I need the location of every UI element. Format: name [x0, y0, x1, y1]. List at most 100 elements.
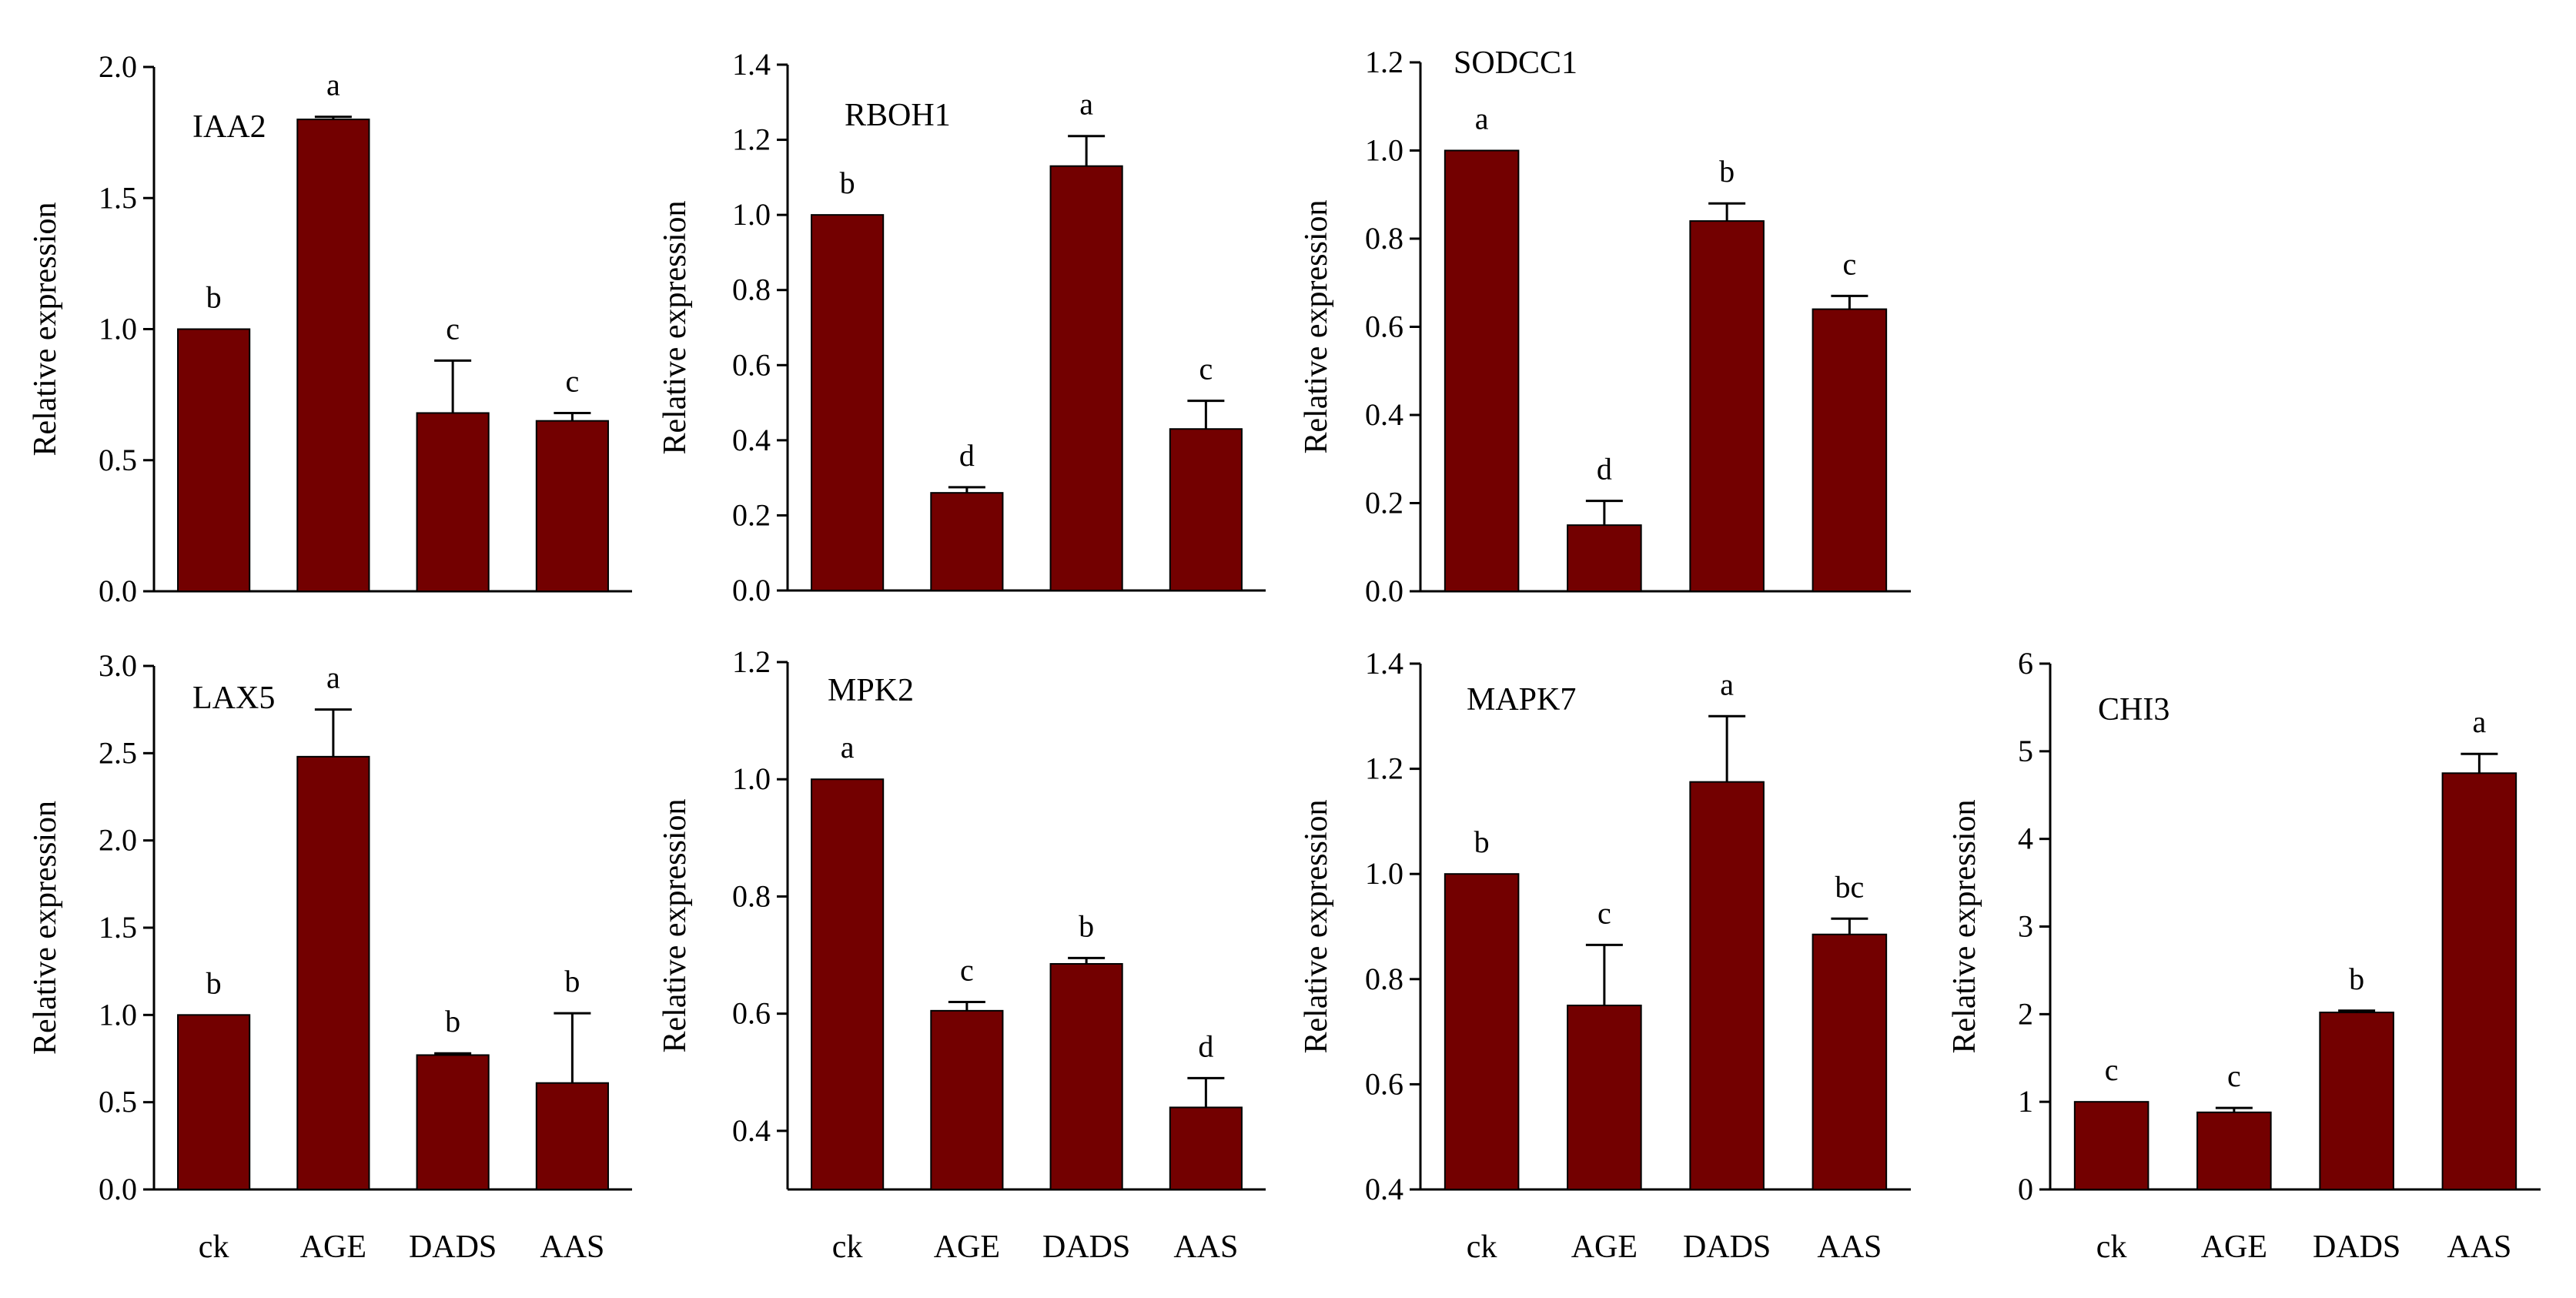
- chart-title: RBOH1: [845, 98, 951, 133]
- x-category-label: AGE: [934, 1229, 1000, 1265]
- chart-title: MAPK7: [1467, 682, 1576, 718]
- significance-label: c: [1199, 352, 1213, 386]
- significance-label: b: [564, 964, 580, 999]
- y-tick-label: 0.0: [99, 1172, 137, 1206]
- x-category-label: DADS: [1042, 1229, 1130, 1265]
- y-tick-label: 0.2: [732, 497, 771, 532]
- significance-label: bc: [1835, 869, 1864, 904]
- x-category-label: AGE: [1571, 1229, 1638, 1265]
- significance-label: a: [326, 68, 340, 102]
- bar-dads: [1689, 781, 1765, 1190]
- chart-title: SODCC1: [1454, 45, 1577, 81]
- y-tick-label: 2.5: [99, 735, 137, 770]
- x-category-label: DADS: [409, 1229, 497, 1265]
- significance-label: c: [960, 952, 974, 987]
- bar-ck: [177, 1014, 251, 1191]
- significance-label: c: [2105, 1052, 2119, 1087]
- y-tick-label: 1.5: [99, 910, 137, 945]
- significance-label: b: [1474, 825, 1490, 859]
- x-category-label: AGE: [300, 1229, 366, 1265]
- y-tick-label: 0.8: [732, 273, 771, 307]
- significance-label: d: [959, 438, 975, 473]
- significance-label: b: [1079, 908, 1094, 943]
- y-tick-label: 1.2: [732, 122, 771, 157]
- y-axis-label: Relative expression: [657, 200, 693, 454]
- chart-panel-mapk7: 0.4 0.6 0.8 1.0 1.2 1.4 Relative expression MAP…: [1299, 646, 1911, 1265]
- y-tick-label: 0.0: [1365, 574, 1403, 608]
- y-axis-label: Relative expression: [28, 801, 63, 1055]
- significance-label: c: [565, 363, 579, 398]
- y-tick-label: 0.4: [732, 1113, 771, 1148]
- chart-panel-sodcc1: 0.0 0.2 0.4 0.6 0.8 1.0 1.2 Relative expression…: [1299, 45, 1911, 608]
- chart-title: IAA2: [192, 109, 266, 145]
- significance-label: c: [1597, 895, 1611, 930]
- significance-label: a: [1079, 87, 1093, 122]
- y-tick-label: 0: [2018, 1172, 2033, 1206]
- bar-ck: [811, 778, 885, 1190]
- significance-label: a: [2472, 704, 2486, 739]
- bar-ck: [1444, 873, 1520, 1190]
- y-tick-label: 0.4: [1365, 397, 1403, 432]
- x-category-label: ck: [1467, 1229, 1497, 1265]
- bar-aas: [2441, 772, 2517, 1190]
- y-tick-label: 1.0: [99, 997, 137, 1032]
- bar-age: [930, 1009, 1004, 1190]
- y-tick-label: 1.5: [99, 180, 137, 215]
- bar-aas: [1812, 308, 1888, 592]
- bar-ck: [177, 328, 251, 592]
- chart-panel-lax5: 0.0 0.5 1.0 1.5 2.0 2.5 3.0 Relative expression…: [28, 648, 632, 1265]
- y-tick-label: 1.0: [1365, 856, 1403, 891]
- significance-label: a: [841, 730, 855, 764]
- y-tick-label: 1: [2018, 1084, 2033, 1119]
- chart-title: MPK2: [828, 673, 914, 708]
- x-category-label: AAS: [540, 1229, 604, 1265]
- bar-ck: [1444, 149, 1520, 592]
- y-tick-label: 0.8: [1365, 221, 1403, 256]
- y-tick-label: 1.2: [1365, 751, 1403, 786]
- bar-dads: [2319, 1012, 2394, 1190]
- chart-title: LAX5: [192, 681, 275, 716]
- bar-dads: [416, 412, 490, 593]
- y-tick-label: 0.6: [1365, 1066, 1403, 1101]
- y-tick-label: 1.0: [732, 197, 771, 232]
- y-tick-label: 0.8: [732, 878, 771, 913]
- bar-aas: [1169, 1106, 1243, 1191]
- x-category-label: ck: [199, 1229, 229, 1265]
- bar-aas: [535, 420, 609, 592]
- x-category-label: ck: [832, 1229, 863, 1265]
- y-tick-label: 0.8: [1365, 962, 1403, 996]
- y-tick-label: 1.4: [732, 47, 771, 82]
- bar-age: [296, 119, 370, 593]
- y-axis-label: Relative expression: [28, 202, 63, 456]
- significance-label: b: [2349, 962, 2364, 996]
- x-category-label: AAS: [2447, 1229, 2511, 1265]
- y-tick-label: 6: [2018, 646, 2033, 681]
- y-tick-label: 2: [2018, 996, 2033, 1031]
- y-tick-label: 3: [2018, 909, 2033, 944]
- bar-age: [296, 755, 370, 1190]
- x-category-label: AGE: [2201, 1229, 2267, 1265]
- y-axis-label: Relative expression: [1299, 199, 1334, 453]
- bar-dads: [416, 1054, 490, 1191]
- y-tick-label: 0.6: [1365, 309, 1403, 344]
- y-tick-label: 1.4: [1365, 646, 1403, 681]
- bar-age: [1567, 524, 1642, 592]
- bar-ck: [811, 214, 885, 591]
- chart-panel-chi3: 0 1 2 3 4 5 6 Relative expression CHI3 c ck c AGE b DA…: [1947, 646, 2541, 1265]
- bar-aas: [535, 1082, 609, 1190]
- y-tick-label: 1.0: [1365, 133, 1403, 168]
- bar-aas: [1169, 428, 1243, 591]
- x-category-label: AAS: [1817, 1229, 1882, 1265]
- significance-label: b: [206, 965, 222, 1000]
- significance-label: d: [1198, 1029, 1213, 1063]
- bar-dads: [1049, 962, 1123, 1190]
- significance-label: a: [326, 661, 340, 695]
- y-tick-label: 1.0: [99, 312, 137, 346]
- y-tick-label: 3.0: [99, 648, 137, 683]
- y-tick-label: 0.2: [1365, 486, 1403, 520]
- y-tick-label: 0.6: [732, 996, 771, 1031]
- chart-title: CHI3: [2098, 692, 2170, 728]
- y-tick-label: 4: [2018, 821, 2033, 856]
- y-axis-label: Relative expression: [1947, 799, 1982, 1053]
